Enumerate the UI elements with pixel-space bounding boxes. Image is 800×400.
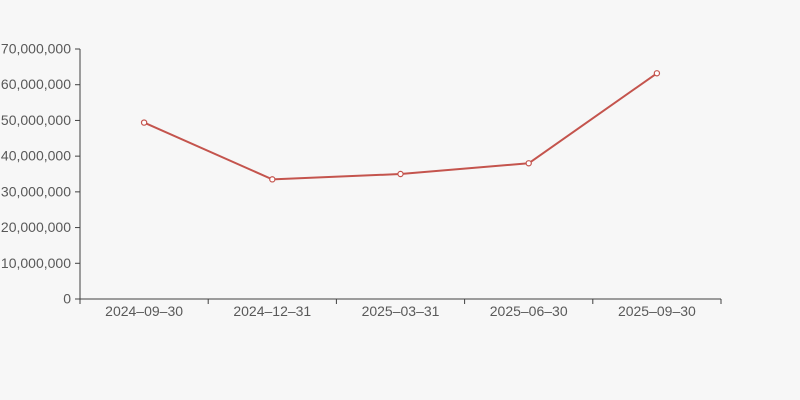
y-axis-tick-label: 40,000,000 bbox=[1, 148, 71, 164]
data-point-marker bbox=[525, 160, 532, 167]
x-axis-tick-label: 2024–09–30 bbox=[105, 303, 183, 319]
y-axis-tick-label: 50,000,000 bbox=[1, 112, 71, 128]
y-axis-tick-label: 70,000,000 bbox=[1, 41, 71, 57]
x-axis-tick-label: 2024–12–31 bbox=[233, 303, 311, 319]
data-point-marker bbox=[397, 170, 404, 178]
data-point-marker bbox=[140, 119, 148, 126]
x-axis-tick-label: 2025–06–30 bbox=[490, 303, 568, 319]
y-axis-tick-label: 30,000,000 bbox=[1, 183, 71, 199]
y-axis-tick-label: 10,000,000 bbox=[1, 255, 71, 271]
x-axis-tick-label: 2025–03–31 bbox=[362, 303, 440, 319]
x-axis-tick-label: 2025–09–30 bbox=[618, 303, 696, 319]
y-axis-tick-label: 60,000,000 bbox=[1, 76, 71, 92]
data-point-marker bbox=[653, 70, 661, 77]
y-axis-tick-label: 20,000,000 bbox=[1, 219, 71, 235]
y-axis-tick-label: 0 bbox=[63, 291, 71, 307]
data-point-marker bbox=[269, 176, 276, 183]
series-line bbox=[143, 72, 658, 181]
